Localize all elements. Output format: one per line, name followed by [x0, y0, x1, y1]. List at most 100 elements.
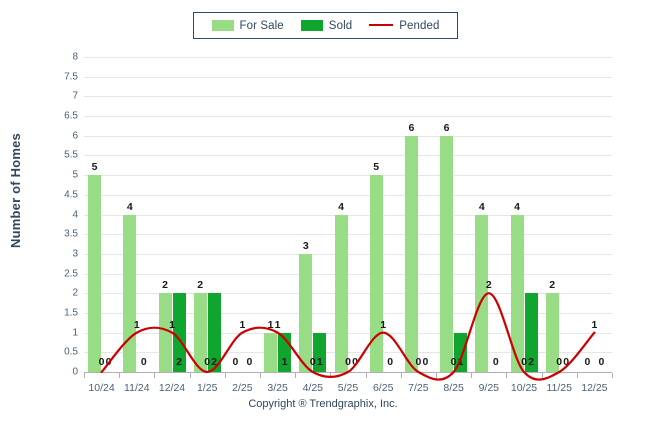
- x-axis-tick-label: 10/24: [88, 382, 115, 394]
- bar-for-sale[interactable]: [475, 214, 489, 372]
- square-swatch-icon: [300, 20, 323, 31]
- x-axis-tick: [471, 373, 473, 378]
- x-axis-tick-label: 4/25: [302, 382, 324, 394]
- gridline: [84, 96, 612, 98]
- pended-value-label: 0: [450, 356, 457, 368]
- gridline: [84, 234, 612, 236]
- bar-value-for-sale: 5: [373, 161, 380, 174]
- bar-value-sold: 2: [528, 356, 534, 368]
- pended-value-label: 2: [485, 279, 492, 292]
- x-axis-tick-label: 1/25: [196, 382, 218, 394]
- y-axis-tick-label: 8: [72, 51, 78, 63]
- bar-for-sale[interactable]: [334, 214, 348, 372]
- bar-value-for-sale: 1: [267, 318, 274, 331]
- bar-value-sold: 0: [422, 356, 429, 368]
- y-axis-tick-label: 6.5: [64, 110, 78, 122]
- y-axis-tick-label: 2.5: [64, 268, 78, 280]
- y-axis-title-label: Number of Homes: [7, 132, 23, 248]
- x-axis-tick: [84, 373, 85, 378]
- x-axis-tick: [224, 373, 226, 378]
- x-axis-tick: [189, 373, 191, 378]
- pended-value-label: 1: [133, 318, 140, 331]
- bar-value-sold: 1: [457, 356, 464, 368]
- x-axis-tick-label: 6/25: [372, 382, 394, 394]
- y-axis-title: Number of Homes: [0, 0, 30, 380]
- x-axis-tick-label: 2/25: [232, 382, 253, 394]
- y-axis-tick-label: 1.5: [64, 307, 78, 319]
- bar-value-for-sale: 3: [302, 239, 309, 252]
- x-axis-tick: [260, 373, 261, 378]
- pended-value-label: 1: [380, 318, 387, 331]
- chart-legend: For Sale Sold Pended: [193, 12, 458, 39]
- bar-value-sold: 2: [176, 356, 182, 368]
- bar-value-for-sale: 4: [126, 200, 133, 213]
- legend-entry-sold[interactable]: Sold: [300, 19, 353, 32]
- y-axis-tick-label: 3.5: [64, 228, 78, 240]
- bar-for-sale[interactable]: [88, 175, 102, 372]
- bar-value-for-sale: 2: [549, 279, 556, 292]
- x-axis-tick: [330, 373, 332, 378]
- bar-for-sale[interactable]: [440, 135, 454, 372]
- bar-value-sold: 0: [105, 356, 112, 368]
- bar-value-for-sale: 0: [584, 356, 591, 368]
- bar-value-for-sale: 2: [197, 279, 204, 292]
- bar-for-sale[interactable]: [369, 175, 383, 372]
- gridline: [84, 253, 612, 255]
- bar-value-sold: 0: [387, 356, 394, 368]
- x-axis-tick-label: 8/25: [443, 382, 464, 394]
- pended-value-label: 1: [591, 318, 598, 331]
- y-axis-tick-label: 7.5: [64, 71, 78, 83]
- bar-value-for-sale: 0: [232, 356, 239, 368]
- legend-label: Pended: [399, 19, 440, 32]
- bar-value-sold: 0: [352, 356, 358, 368]
- bar-value-sold: 1: [281, 356, 288, 368]
- gridline: [84, 194, 612, 196]
- bar-value-sold: 0: [492, 356, 499, 368]
- gridline: [84, 155, 612, 157]
- gridline: [84, 76, 612, 78]
- bar-value-for-sale: 6: [443, 121, 450, 134]
- x-axis-tick-label: 10/25: [510, 382, 538, 394]
- gridline: [84, 116, 612, 118]
- gridline: [84, 57, 612, 58]
- legend-entry-pended[interactable]: Pended: [369, 20, 439, 32]
- y-axis-tick-label: 5: [72, 169, 78, 181]
- x-axis-tick: [295, 373, 297, 378]
- legend-entry-for-sale[interactable]: For Sale: [211, 20, 284, 32]
- gridline: [84, 214, 612, 216]
- x-axis-tick: [576, 373, 578, 378]
- y-axis-tick-label: 2: [72, 287, 78, 299]
- copyright-notice: Copyright ® Trendgraphix, Inc.: [248, 398, 398, 410]
- gridline: [84, 175, 612, 177]
- bar-value-sold: 0: [246, 356, 253, 368]
- bar-for-sale[interactable]: [299, 253, 313, 372]
- bar-value-sold: 1: [316, 356, 323, 368]
- x-axis-tick: [541, 373, 543, 378]
- x-axis-tick: [400, 373, 402, 378]
- x-axis-tick-label: 7/25: [408, 382, 429, 394]
- y-axis-tick-label: 0.5: [64, 346, 78, 358]
- x-axis-tick-label: 12/25: [581, 382, 608, 394]
- x-axis-tick: [612, 373, 613, 378]
- pended-value-label: 0: [345, 356, 351, 368]
- pended-value-label: 1: [274, 318, 281, 331]
- bar-value-for-sale: 4: [478, 200, 485, 213]
- x-axis-tick-label: 12/24: [158, 382, 186, 394]
- pended-value-label: 1: [239, 318, 246, 331]
- x-axis-tick: [506, 373, 508, 378]
- bar-for-sale[interactable]: [510, 214, 524, 372]
- bar-for-sale[interactable]: [123, 214, 137, 372]
- gridline: [84, 135, 612, 137]
- pended-value-label: 0: [521, 356, 527, 368]
- legend-label: Sold: [328, 19, 353, 32]
- pended-value-label: 0: [98, 356, 105, 368]
- x-axis-tick-label: 5/25: [337, 382, 359, 394]
- bar-for-sale[interactable]: [158, 293, 172, 372]
- bar-for-sale[interactable]: [264, 332, 278, 372]
- bar-value-for-sale: 2: [162, 279, 168, 292]
- bar-value-sold: 0: [140, 356, 147, 368]
- plot-area: 0 0.5 1 1.5 2 2.5 3 3.5 4 4.5 5 5.5 6 6.5 7 7.5 8 5 0 4 0 2 2 2…: [64, 52, 612, 381]
- bar-value-for-sale: 4: [514, 200, 520, 213]
- x-axis-tick: [119, 373, 121, 378]
- bar-for-sale[interactable]: [404, 135, 418, 372]
